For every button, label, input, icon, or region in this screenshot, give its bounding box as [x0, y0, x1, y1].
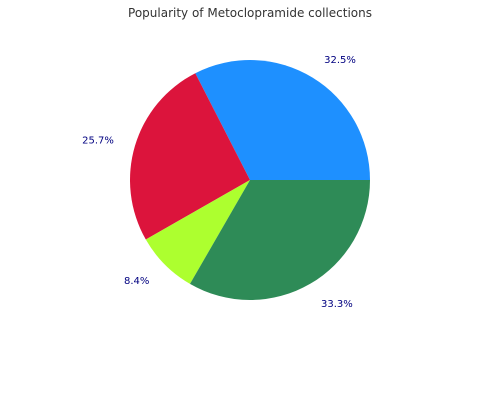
- pie-slice-label-2: 25.7%: [82, 136, 114, 147]
- pie-slice-4: [190, 180, 370, 300]
- pie-slice-label-3: 8.4%: [124, 276, 149, 287]
- pie-slice-label-1: 32.5%: [324, 55, 356, 66]
- chart-title: Popularity of Metoclopramide collections: [128, 6, 372, 20]
- pie-slice-2: [130, 73, 250, 240]
- pie-slices: [130, 59, 370, 300]
- pie-slice-label-4: 33.3%: [321, 299, 353, 310]
- pie-labels: 32.5% 25.7% 8.4% 33.3%: [82, 55, 356, 310]
- pie-slice-1: [195, 59, 370, 180]
- pie-slice-3: [145, 180, 250, 284]
